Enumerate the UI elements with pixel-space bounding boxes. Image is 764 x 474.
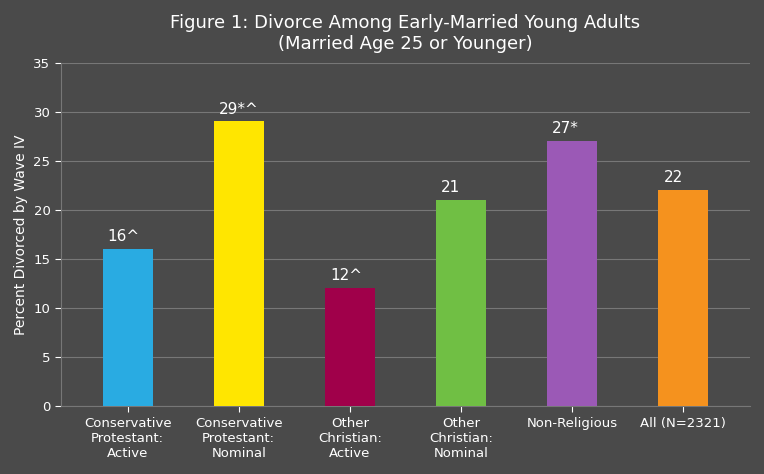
Text: 16^: 16^ [108, 229, 140, 244]
Text: 27*: 27* [552, 121, 579, 136]
Bar [325, 288, 375, 406]
Title: Figure 1: Divorce Among Early-Married Young Adults
(Married Age 25 or Younger): Figure 1: Divorce Among Early-Married Yo… [170, 14, 640, 53]
Bar [214, 121, 264, 406]
Y-axis label: Percent Divorced by Wave IV: Percent Divorced by Wave IV [14, 134, 28, 335]
Text: 22: 22 [663, 170, 683, 185]
Text: 21: 21 [441, 180, 461, 195]
Text: 29*^: 29*^ [219, 101, 258, 117]
Bar [436, 200, 486, 406]
Bar [547, 141, 597, 406]
Text: 12^: 12^ [330, 268, 362, 283]
Bar [659, 190, 708, 406]
Bar [102, 249, 153, 406]
